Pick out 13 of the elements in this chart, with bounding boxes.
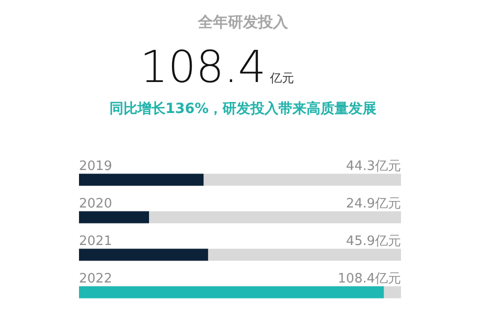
data-label: 44.3亿元 [346,158,401,174]
chart-title: 全年研发投入 [197,13,289,31]
data-label: 108.4亿元 [338,271,401,286]
chart-subtitle: 同比增长136%，研发投入带来高质量发展 [109,100,377,117]
y-tick-label: 2022 [79,271,112,286]
y-tick-label: 2020 [79,196,112,212]
y-tick-label: 2019 [79,158,112,174]
data-label: 45.9亿元 [346,234,401,249]
bar [79,211,150,224]
y-tick-label: 2021 [79,234,112,249]
text: 亿元 [269,71,294,85]
data-label: 24.9亿元 [346,196,401,212]
text: 108.4 [140,42,266,93]
